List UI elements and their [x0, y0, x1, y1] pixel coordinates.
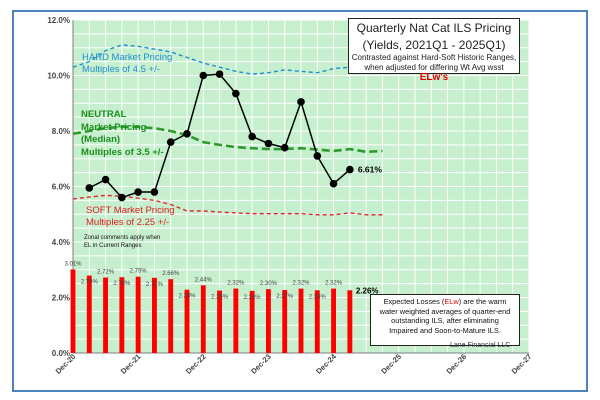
yield-point — [346, 166, 354, 174]
el-bar-label: 2.66% — [162, 271, 180, 277]
x-tick-label: Dec-22 — [184, 352, 208, 376]
x-tick-label: Dec-23 — [249, 352, 273, 376]
yield-point — [232, 90, 240, 98]
yield-point — [199, 72, 207, 80]
x-tick-label: Dec-25 — [379, 352, 403, 376]
y-tick-label: 8.0% — [52, 127, 70, 136]
el-bar — [266, 289, 271, 353]
el-bar — [152, 278, 157, 353]
el-bar-label: 2.32% — [325, 281, 343, 287]
el-note-line4: Impaired and Soon-to-Mature ILS. — [371, 326, 519, 336]
el-bar-label: 2.72% — [97, 270, 115, 276]
el-note-pre: Expected Losses ( — [384, 297, 445, 306]
yield-point — [102, 176, 110, 184]
neutral-note-line3: (Median) — [81, 134, 164, 147]
x-tick-label: Dec-27 — [510, 352, 534, 376]
x-tick-label: Dec-24 — [314, 351, 338, 375]
hard-note-line1: HARD Market Pricing — [82, 52, 172, 64]
hard-market-note: HARD Market Pricing Multiples of 4.5 +/- — [82, 52, 172, 76]
el-bar-label: 2.27% — [276, 294, 294, 300]
yield-point — [151, 188, 159, 196]
yield-point — [248, 133, 256, 141]
el-note-line1: Expected Losses (ELw) are the warm — [371, 297, 519, 307]
neutral-market-note: NEUTRAL Market Pricing (Median) Multiple… — [81, 109, 164, 159]
chart-subtitle-elw: ELw's — [420, 72, 449, 83]
el-note-post: ) are the warm — [459, 297, 507, 306]
el-bar-label: 2.32% — [292, 281, 310, 287]
zonal-note: Zonal comments apply when EL in Current … — [84, 234, 160, 250]
yield-point — [167, 138, 175, 146]
zonal-note-line1: Zonal comments apply when — [84, 234, 160, 242]
chart-subtitle-line1: Contrasted against Hard-Soft Historic Ra… — [349, 53, 519, 63]
el-bar-label: 2.26% — [309, 294, 327, 300]
expected-loss-note: Expected Losses (ELw) are the warm water… — [370, 294, 520, 346]
chart-subtitle-line2: when adjusted for differing Wt Avg wsst … — [349, 63, 519, 83]
yield-last-label: 6.61% — [358, 165, 383, 175]
neutral-note-line4: Multiples of 3.5 +/- — [81, 147, 164, 160]
soft-note-line2: Multiples of 2.25 +/- — [86, 217, 175, 229]
el-bar-label: 2.75% — [130, 269, 148, 275]
yield-point — [118, 194, 126, 202]
chart-title-box: Quarterly Nat Cat ILS Pricing (Yields, 2… — [348, 18, 520, 74]
yield-point — [313, 152, 321, 160]
y-tick-label: 4.0% — [52, 238, 70, 247]
yield-point — [330, 180, 338, 188]
chart-title-line1: Quarterly Nat Cat ILS Pricing — [349, 21, 519, 36]
source-credit: Lane Financial LLC — [450, 342, 510, 349]
x-tick-label: Dec-21 — [119, 352, 143, 376]
yield-point — [216, 70, 224, 78]
el-bar — [233, 289, 238, 353]
yield-point — [183, 130, 191, 138]
el-bar-label: 2.32% — [227, 281, 245, 287]
yield-point — [85, 184, 93, 192]
el-bar-label: 2.71% — [146, 282, 164, 288]
yield-point — [297, 98, 305, 106]
neutral-note-line2: Market Pricing — [81, 122, 164, 135]
el-bar — [331, 289, 336, 353]
el-note-line3: outstanding ILS, after eliminating — [371, 316, 519, 326]
chart-subtitle-text: when adjusted for differing Wt Avg wsst — [364, 63, 503, 72]
yield-point — [281, 144, 289, 152]
el-bar-label: 3.01% — [64, 261, 82, 267]
el-bar — [201, 285, 206, 353]
el-bar — [136, 277, 141, 353]
y-tick-label: 10.0% — [47, 72, 70, 81]
zonal-note-line2: EL in Current Ranges — [84, 242, 160, 250]
el-bar — [119, 277, 124, 353]
y-tick-label: 2.0% — [52, 294, 70, 303]
el-bar-label: 2.73% — [113, 281, 131, 287]
el-bar-label: 2.30% — [260, 281, 278, 287]
el-bar — [347, 290, 352, 353]
el-bar — [103, 278, 108, 353]
el-bar — [71, 269, 76, 353]
y-tick-label: 6.0% — [52, 183, 70, 192]
hard-note-line2: Multiples of 4.5 +/- — [82, 64, 172, 76]
el-bar-label: 2.24% — [244, 295, 262, 301]
el-bar-label: 2.28% — [178, 294, 196, 300]
x-tick-label: Dec-26 — [445, 352, 469, 376]
yield-point — [265, 140, 273, 148]
soft-market-note: SOFT Market Pricing Multiples of 2.25 +/… — [86, 205, 175, 229]
el-bar-label: 2.44% — [195, 277, 213, 283]
yield-point — [134, 188, 142, 196]
el-bar — [87, 276, 92, 353]
y-tick-label: 12.0% — [47, 16, 70, 25]
el-bar — [299, 289, 304, 353]
el-bar-label: 2.79% — [81, 280, 99, 286]
neutral-note-line1: NEUTRAL — [81, 109, 164, 122]
soft-note-line1: SOFT Market Pricing — [86, 205, 175, 217]
el-note-line2: water weighted averages of quarter-end — [371, 307, 519, 317]
el-note-elw: ELw — [444, 297, 458, 306]
chart-title-line2: (Yields, 2021Q1 - 2025Q1) — [349, 38, 519, 53]
el-bar — [168, 279, 173, 353]
el-bar-label: 2.25% — [211, 295, 229, 301]
